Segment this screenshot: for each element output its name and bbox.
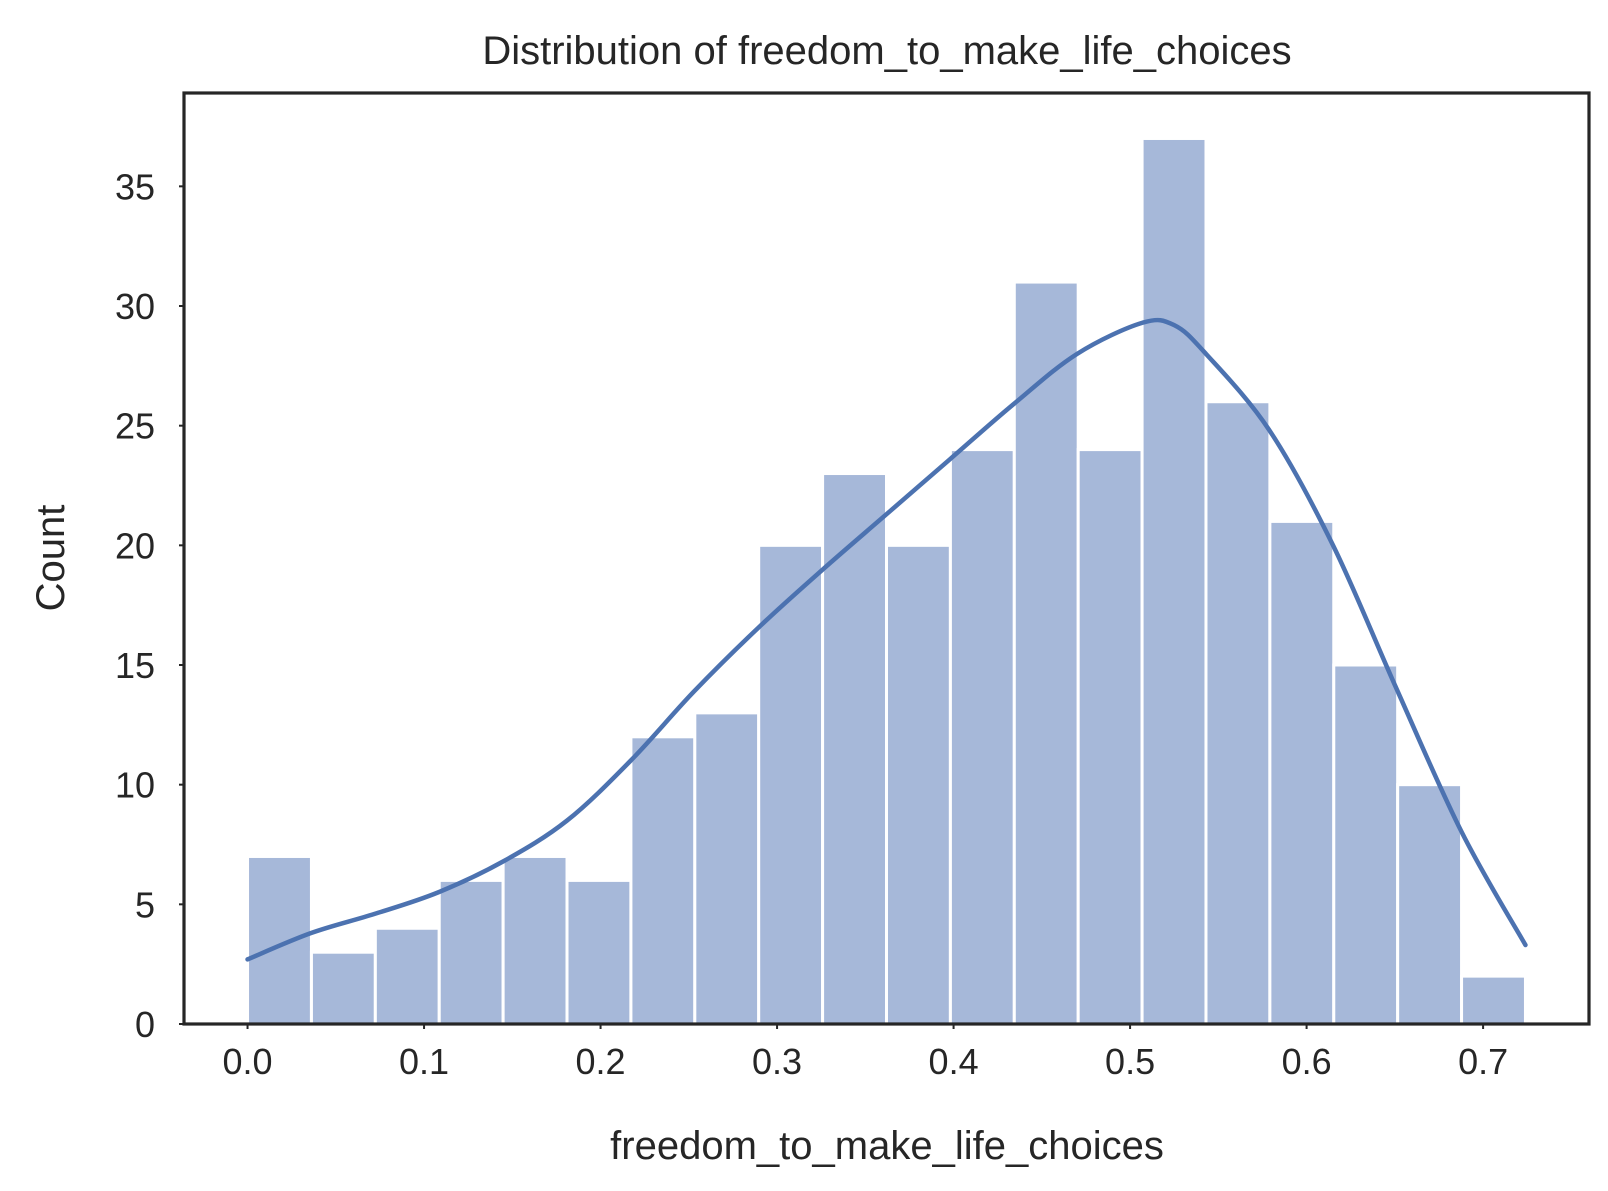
x-tick-label: 0.4 — [929, 1041, 979, 1082]
histogram-bar — [1268, 519, 1336, 1026]
x-tick-label: 0.2 — [576, 1041, 626, 1082]
y-tick-label: 30 — [115, 286, 155, 327]
y-tick-label: 0 — [135, 1004, 155, 1045]
histogram-bar — [693, 711, 761, 1026]
x-axis-label: freedom_to_make_life_choices — [610, 1124, 1164, 1168]
x-tick-label: 0.0 — [223, 1041, 273, 1082]
x-tick-label: 0.6 — [1282, 1041, 1332, 1082]
histogram-bar — [565, 878, 633, 1026]
x-tick-label: 0.3 — [752, 1041, 802, 1082]
histogram-bar — [1076, 448, 1144, 1026]
histogram-bar — [1140, 136, 1208, 1026]
histogram-bar — [1332, 663, 1400, 1026]
histogram-bar — [1396, 783, 1464, 1026]
histogram-bar — [437, 878, 505, 1026]
y-tick-label: 35 — [115, 166, 155, 207]
histogram-bar — [1460, 974, 1527, 1026]
histogram-bar — [821, 472, 888, 1026]
y-tick-label: 25 — [115, 406, 155, 447]
x-axis-ticks: 0.0 0.1 0.2 0.3 0.4 0.5 0.6 0.7 — [223, 1024, 1508, 1082]
y-tick-label: 10 — [115, 765, 155, 806]
y-axis-label: Count — [29, 505, 73, 612]
y-tick-label: 5 — [135, 884, 155, 925]
y-tick-label: 15 — [115, 645, 155, 686]
kde-curve — [245, 317, 1528, 962]
bars-group — [246, 136, 1527, 1026]
histogram-bar — [948, 448, 1016, 1026]
histogram-bar — [885, 543, 952, 1026]
histogram-bar — [501, 854, 569, 1026]
x-tick-label: 0.7 — [1458, 1041, 1508, 1082]
chart-title: Distribution of freedom_to_make_life_cho… — [482, 29, 1291, 73]
histogram-bar — [309, 950, 377, 1026]
y-axis-ticks: 0 5 10 15 20 25 30 35 — [115, 166, 184, 1045]
x-tick-label: 0.5 — [1105, 1041, 1155, 1082]
y-tick-label: 20 — [115, 525, 155, 566]
x-tick-label: 0.1 — [399, 1041, 449, 1082]
histogram-bar — [373, 926, 441, 1026]
histogram-bar — [246, 854, 313, 1026]
histogram-bar — [629, 735, 697, 1026]
histogram-bar — [1204, 400, 1272, 1026]
plot-frame — [182, 91, 1591, 1026]
